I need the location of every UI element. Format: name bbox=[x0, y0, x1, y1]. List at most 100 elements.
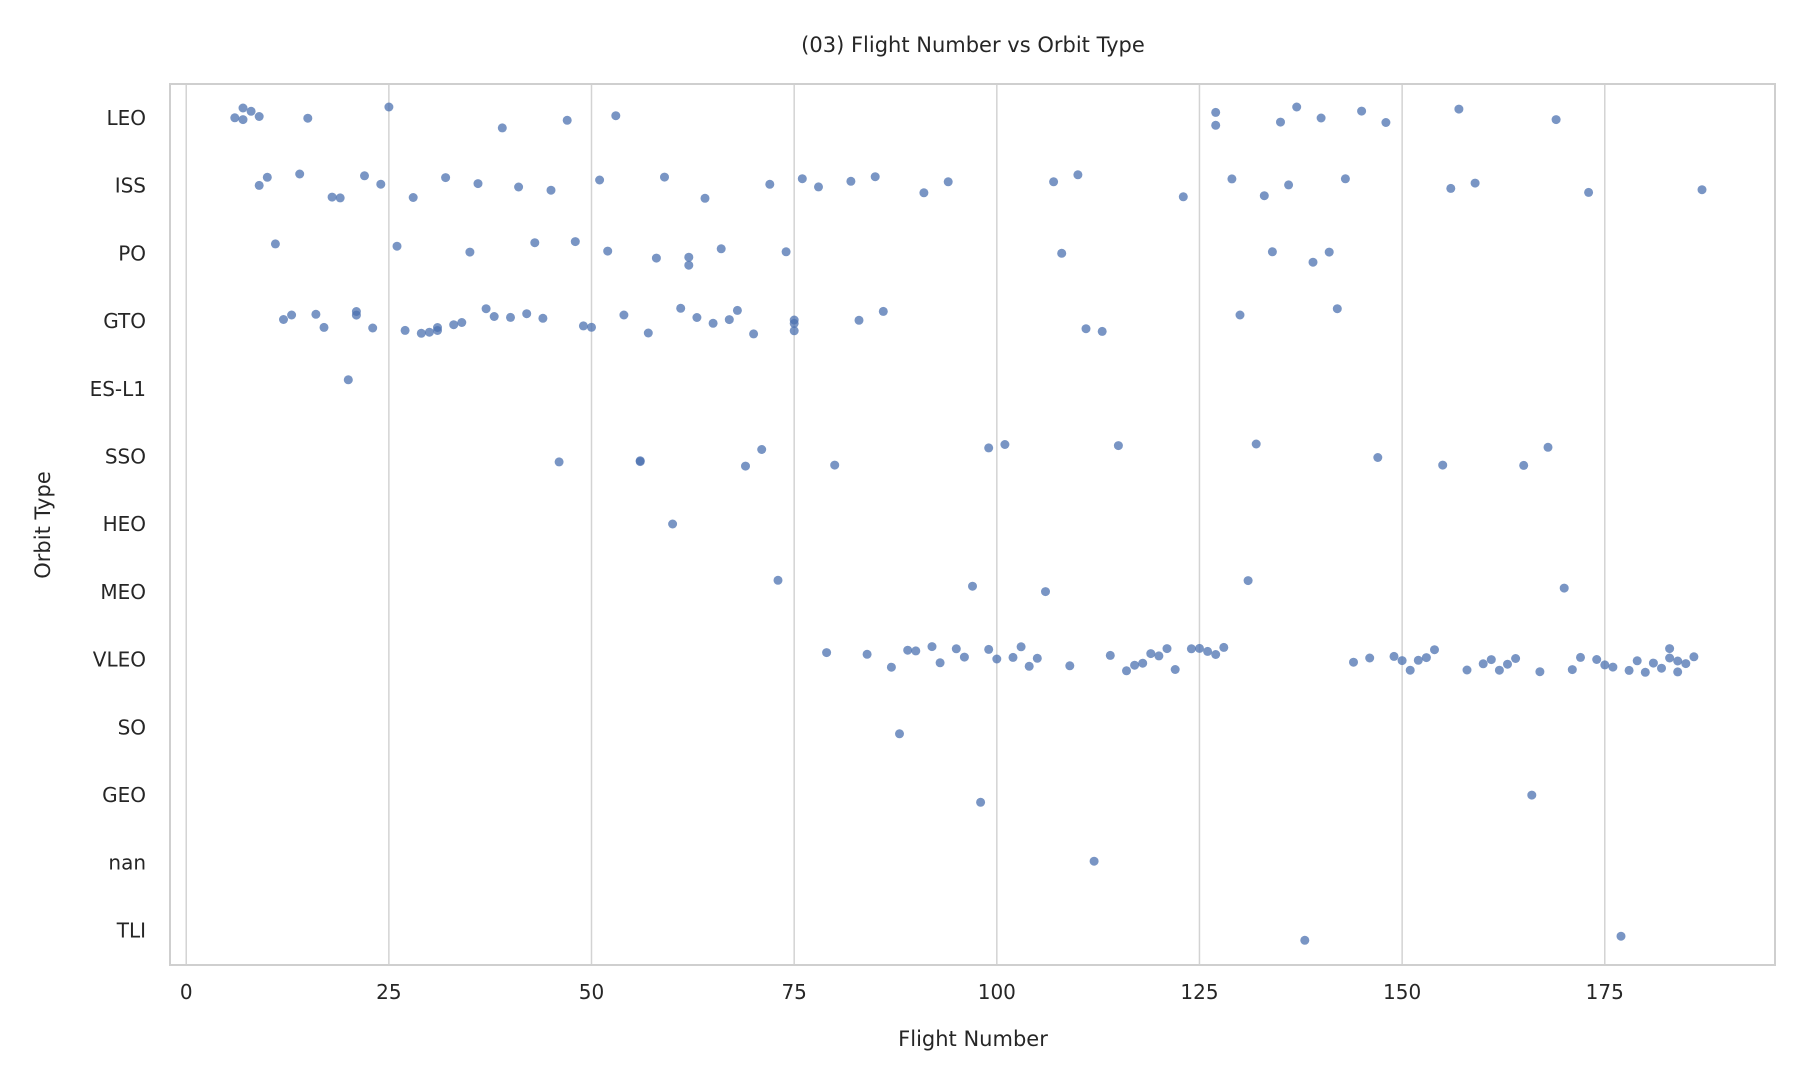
data-point bbox=[1357, 106, 1367, 116]
data-point bbox=[327, 192, 337, 202]
data-point bbox=[684, 260, 694, 270]
data-point bbox=[1511, 654, 1521, 663]
data-point bbox=[238, 115, 248, 125]
data-point bbox=[1665, 644, 1675, 654]
data-point bbox=[1559, 583, 1569, 593]
data-point bbox=[473, 179, 483, 189]
data-point bbox=[1097, 326, 1107, 336]
data-point bbox=[1494, 665, 1504, 675]
data-point bbox=[943, 177, 953, 187]
data-point bbox=[246, 106, 256, 116]
y-tick-label: VLEO bbox=[93, 648, 146, 672]
data-point bbox=[1251, 439, 1261, 449]
data-point bbox=[919, 188, 929, 198]
data-point bbox=[716, 244, 726, 254]
data-point bbox=[1178, 192, 1188, 202]
data-point bbox=[976, 797, 986, 807]
data-point bbox=[1073, 170, 1083, 180]
data-point bbox=[1681, 659, 1691, 669]
x-tick-label: 150 bbox=[1383, 980, 1421, 1004]
data-point bbox=[546, 185, 556, 195]
data-point bbox=[781, 247, 791, 257]
data-point bbox=[1592, 655, 1602, 664]
data-point bbox=[1600, 660, 1610, 670]
data-point bbox=[392, 241, 402, 251]
data-point bbox=[1016, 642, 1026, 652]
data-point bbox=[611, 111, 621, 121]
data-point bbox=[1243, 576, 1253, 586]
data-point bbox=[1624, 665, 1634, 675]
data-point bbox=[992, 654, 1002, 664]
x-tick-label: 125 bbox=[1180, 980, 1218, 1004]
data-point bbox=[335, 193, 345, 203]
data-point bbox=[262, 172, 272, 182]
data-point bbox=[343, 375, 353, 385]
data-point bbox=[424, 327, 434, 337]
data-point bbox=[538, 313, 548, 323]
data-point bbox=[846, 176, 856, 186]
data-point bbox=[1227, 174, 1237, 184]
data-point bbox=[514, 182, 524, 192]
data-point bbox=[1640, 667, 1650, 677]
data-point bbox=[279, 315, 288, 324]
data-point bbox=[595, 175, 605, 185]
data-point bbox=[1421, 653, 1431, 663]
data-point bbox=[1349, 657, 1358, 667]
data-point bbox=[441, 173, 451, 183]
data-point bbox=[1438, 460, 1448, 470]
data-point bbox=[1235, 310, 1245, 320]
plot-area bbox=[169, 83, 1776, 966]
x-tick-label: 75 bbox=[781, 980, 806, 1004]
data-point bbox=[530, 238, 540, 248]
data-point bbox=[814, 182, 823, 192]
data-point bbox=[854, 315, 864, 325]
data-point bbox=[789, 326, 799, 336]
data-point bbox=[684, 252, 694, 262]
data-point bbox=[457, 318, 467, 327]
data-point bbox=[1648, 658, 1658, 668]
data-point bbox=[1373, 453, 1383, 462]
data-point bbox=[1186, 644, 1196, 654]
data-point bbox=[1154, 651, 1164, 661]
data-point bbox=[1211, 650, 1221, 659]
data-point bbox=[1519, 460, 1529, 470]
data-point bbox=[230, 113, 240, 123]
data-point bbox=[1065, 661, 1075, 671]
data-point bbox=[295, 169, 305, 179]
data-point bbox=[830, 460, 840, 470]
data-point bbox=[1211, 107, 1221, 117]
data-point bbox=[562, 115, 572, 125]
data-point bbox=[773, 575, 783, 585]
data-point bbox=[1689, 652, 1699, 662]
data-point bbox=[384, 102, 394, 112]
data-point bbox=[1138, 658, 1148, 668]
data-point bbox=[984, 443, 994, 453]
data-point bbox=[311, 309, 321, 319]
y-tick-label: MEO bbox=[100, 580, 146, 604]
data-point bbox=[1081, 324, 1091, 334]
data-point bbox=[1567, 665, 1577, 675]
data-point bbox=[1584, 187, 1594, 197]
data-point bbox=[1195, 643, 1204, 653]
data-point bbox=[1616, 931, 1626, 941]
data-point bbox=[254, 112, 264, 121]
data-point bbox=[927, 642, 937, 652]
y-tick-labels: LEO ISS PO GTO ES-L1 SSO HEO MEO VLEO SO GEO nan TLI bbox=[90, 106, 146, 942]
data-point bbox=[416, 328, 426, 338]
data-point bbox=[489, 312, 499, 321]
data-point bbox=[360, 171, 369, 181]
y-tick-label: HEO bbox=[103, 512, 146, 536]
data-point bbox=[497, 123, 507, 133]
data-point bbox=[1697, 185, 1707, 195]
data-point bbox=[692, 313, 702, 322]
x-axis-label: Flight Number bbox=[898, 1027, 1048, 1051]
data-point bbox=[1000, 440, 1010, 449]
data-point bbox=[741, 461, 750, 471]
data-point bbox=[1267, 247, 1277, 257]
data-point bbox=[1259, 191, 1269, 201]
x-tick-labels: 0 25 50 75 100 125 150 175 bbox=[180, 980, 1624, 1004]
data-point bbox=[303, 113, 313, 123]
data-point bbox=[351, 310, 361, 320]
data-point bbox=[1608, 662, 1618, 672]
data-point bbox=[1478, 659, 1488, 669]
